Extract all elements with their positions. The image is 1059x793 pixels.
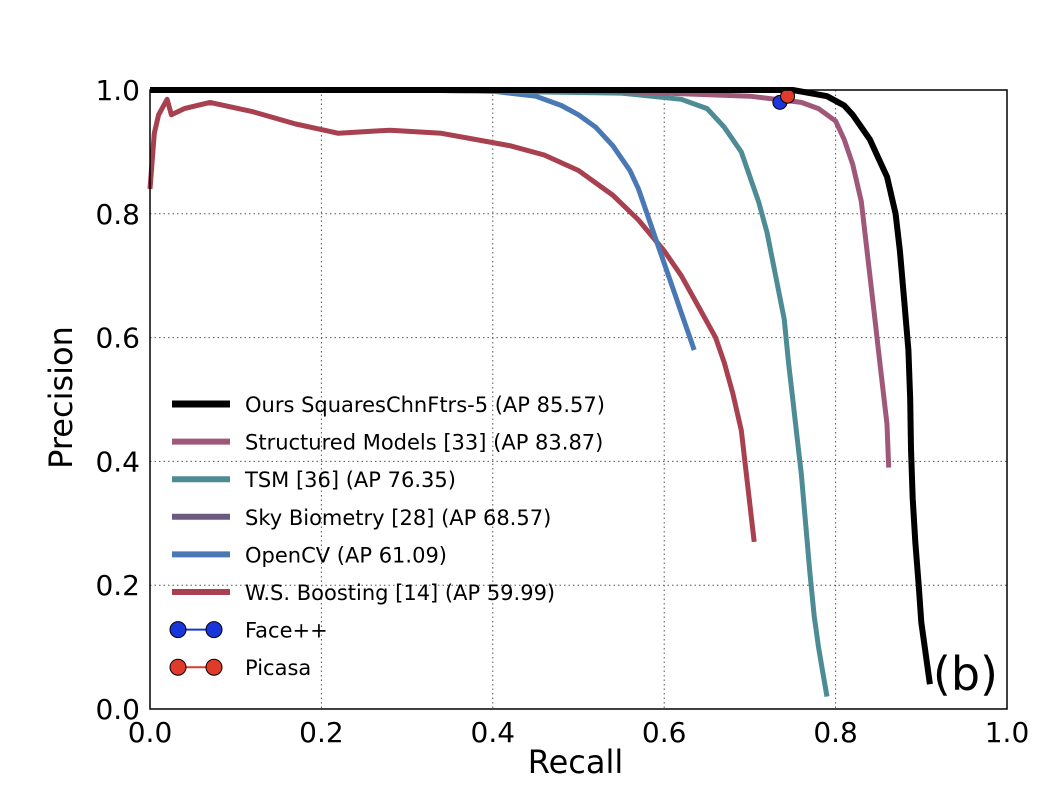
legend-entry-2: TSM [36] (AP 76.35): [244, 468, 456, 492]
y-tick-label: 0.4: [95, 445, 140, 478]
legend-entry-6: Face++: [245, 619, 328, 643]
y-tick-label: 0.8: [95, 198, 140, 231]
legend-marker-6: [169, 621, 187, 639]
x-axis-label: Recall: [528, 743, 623, 781]
legend-entry-3: Sky Biometry [28] (AP 68.57): [245, 506, 551, 530]
x-tick-label: 1.0: [985, 716, 1030, 749]
y-tick-label: 0.0: [95, 693, 140, 726]
series-line-5: [147, 96, 757, 543]
legend-marker-7: [169, 658, 187, 676]
legend-entry-7: Picasa: [245, 656, 311, 680]
tick-labels: 0.0 0.2 0.4 0.6 0.8 1.0 0.0 0.2 0.4 0.6 0.8 1.0: [95, 74, 1029, 749]
x-tick-label: 0.0: [128, 716, 173, 749]
series-line-2: [150, 87, 830, 698]
plot-frame: [149, 89, 1008, 710]
panel-label: (b): [933, 647, 998, 701]
series-line-0: [150, 87, 933, 685]
legend-entry-4: OpenCV (AP 61.09): [245, 543, 447, 567]
legend-entry-0: Ours SquaresChnFtrs-5 (AP 85.57): [245, 393, 605, 417]
x-tick-label: 0.8: [813, 716, 858, 749]
legend-entry-1: Structured Models [33] (AP 83.87): [245, 431, 603, 455]
series-line-4: [407, 87, 697, 351]
x-tick-label: 0.4: [471, 716, 516, 749]
y-tick-label: 1.0: [95, 74, 140, 107]
y-tick-label: 0.6: [95, 322, 140, 355]
legend: Ours SquaresChnFtrs-5 (AP 85.57) Structur…: [169, 393, 605, 680]
legend-entry-5: W.S. Boosting [14] (AP 59.99): [245, 581, 555, 605]
series-point-7: [780, 88, 796, 104]
x-tick-label: 0.6: [642, 716, 687, 749]
legend-marker-7: [205, 658, 223, 676]
y-axis-label: Precision: [42, 326, 80, 469]
y-tick-label: 0.2: [95, 569, 140, 602]
legend-marker-6: [205, 621, 223, 639]
x-tick-label: 0.2: [299, 716, 344, 749]
